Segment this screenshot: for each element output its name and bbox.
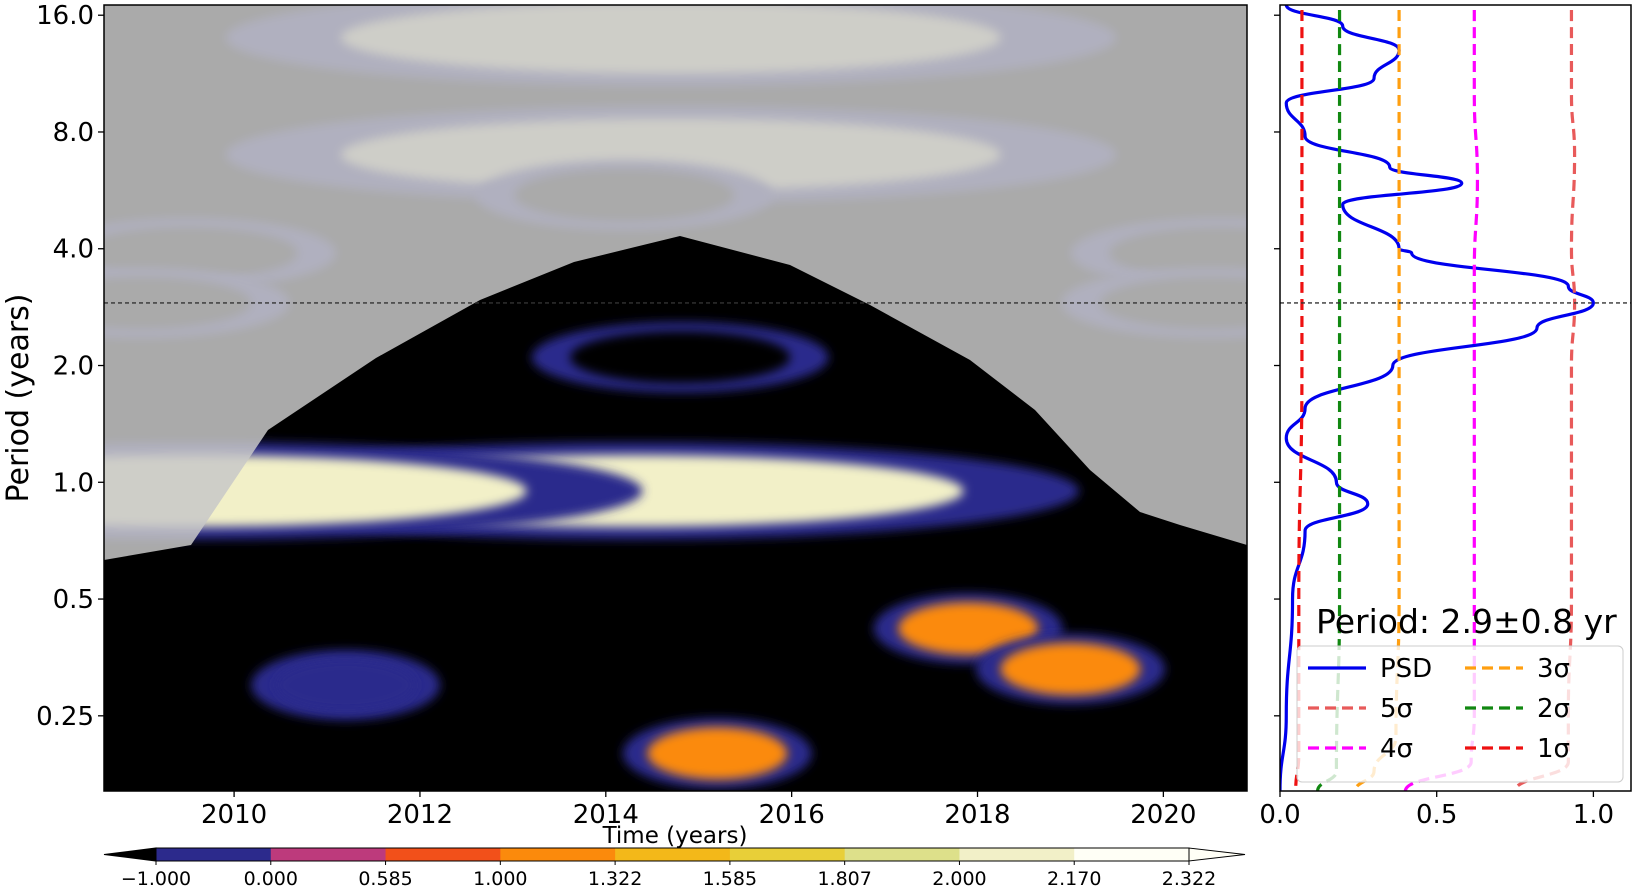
x-tick-label: 2012 bbox=[387, 800, 453, 830]
heatmap-axes: 2010 2012 2014 2016 2018 2020 0.25 0.5 1.0 2.0 4.0… bbox=[36, 1, 1196, 830]
legend-label: 1σ bbox=[1537, 734, 1570, 764]
period-annotation: Period: 2.9±0.8 yr bbox=[1316, 602, 1617, 641]
colorbar-tick-label: 2.170 bbox=[1047, 868, 1101, 890]
colorbar-tick-label: 1.322 bbox=[588, 868, 642, 890]
power-contour bbox=[1000, 643, 1141, 696]
y-tick-label: 8.0 bbox=[53, 118, 94, 148]
x-tick-label: 2014 bbox=[573, 800, 639, 830]
y-tick-label: 1.0 bbox=[53, 468, 94, 498]
colorbar-segment bbox=[844, 848, 960, 861]
x-tick-label: 2010 bbox=[201, 800, 267, 830]
legend: PSD 5σ 4σ 3σ 2σ 1σ bbox=[1296, 645, 1624, 783]
colorbar-segment bbox=[729, 848, 846, 861]
colorbar-tick-label: 1.807 bbox=[817, 868, 871, 890]
colorbar-segment bbox=[270, 848, 387, 861]
colorbar-extend-high bbox=[1188, 847, 1246, 862]
legend-label: 5σ bbox=[1380, 694, 1413, 724]
psd-x-tick-label: 0.0 bbox=[1259, 800, 1300, 830]
colorbar-segment bbox=[1074, 848, 1190, 861]
y-tick-label: 2.0 bbox=[53, 352, 94, 382]
colorbar-tick-label: −1.000 bbox=[121, 868, 191, 890]
y-tick-label: 4.0 bbox=[53, 235, 94, 265]
legend-label: 3σ bbox=[1537, 654, 1570, 684]
y-tick-label: 0.5 bbox=[53, 585, 94, 615]
colorbar-tick-label: 1.585 bbox=[703, 868, 757, 890]
psd-x-tick-label: 0.5 bbox=[1416, 800, 1457, 830]
cone-of-influence bbox=[104, 5, 1247, 560]
colorbar-frame bbox=[155, 847, 1190, 862]
colorbar-segment bbox=[500, 848, 616, 861]
y-tick-label: 0.25 bbox=[36, 702, 94, 732]
colorbar-extend-low bbox=[103, 847, 157, 862]
legend-label: 2σ bbox=[1537, 694, 1570, 724]
colorbar-segment bbox=[156, 848, 272, 861]
colorbar-segment bbox=[385, 848, 501, 861]
legend-label: 4σ bbox=[1380, 734, 1413, 764]
colorbar-tick-label: 0.000 bbox=[244, 868, 298, 890]
colorbar-segment bbox=[959, 848, 1075, 861]
colorbar-tick-label: 1.000 bbox=[473, 868, 527, 890]
legend-box bbox=[1296, 645, 1624, 783]
colorbar-segment bbox=[615, 848, 731, 861]
colorbar-tick-label: 2.000 bbox=[932, 868, 986, 890]
x-tick-label: 2018 bbox=[944, 800, 1010, 830]
colorbar-tick-label: 2.322 bbox=[1162, 868, 1216, 890]
y-tick-label: 16.0 bbox=[36, 1, 94, 31]
power-contour bbox=[275, 659, 416, 712]
legend-label: PSD bbox=[1380, 654, 1432, 684]
y-axis-label: Period (years) bbox=[1, 293, 36, 502]
colorbar: −1.000 0.000 0.585 1.000 1.322 1.585 1.807 2.00… bbox=[103, 847, 1246, 890]
wavelet-power-heatmap: 2010 2012 2014 2016 2018 2020 0.25 0.5 1.0 2.0 4.0… bbox=[1, 1, 1248, 849]
global-power-spectrum-panel: 0.0 0.5 1.0 Period: 2.9±0.8 yr PSD 5σ 4σ 3σ 2σ… bbox=[1259, 4, 1632, 830]
x-tick-label: 2020 bbox=[1130, 800, 1196, 830]
psd-axes: 0.0 0.5 1.0 bbox=[1259, 14, 1614, 830]
psd-series-line bbox=[1280, 5, 1595, 791]
heatmap-frame bbox=[103, 4, 1248, 792]
colorbar-tick-label: 0.585 bbox=[358, 868, 412, 890]
x-axis-label: Time (years) bbox=[602, 823, 748, 849]
power-contour bbox=[647, 727, 788, 780]
psd-frame bbox=[1279, 4, 1632, 792]
psd-x-tick-label: 1.0 bbox=[1573, 800, 1614, 830]
power-contour bbox=[570, 331, 791, 384]
x-tick-label: 2016 bbox=[759, 800, 825, 830]
power-contour bbox=[898, 602, 1039, 655]
